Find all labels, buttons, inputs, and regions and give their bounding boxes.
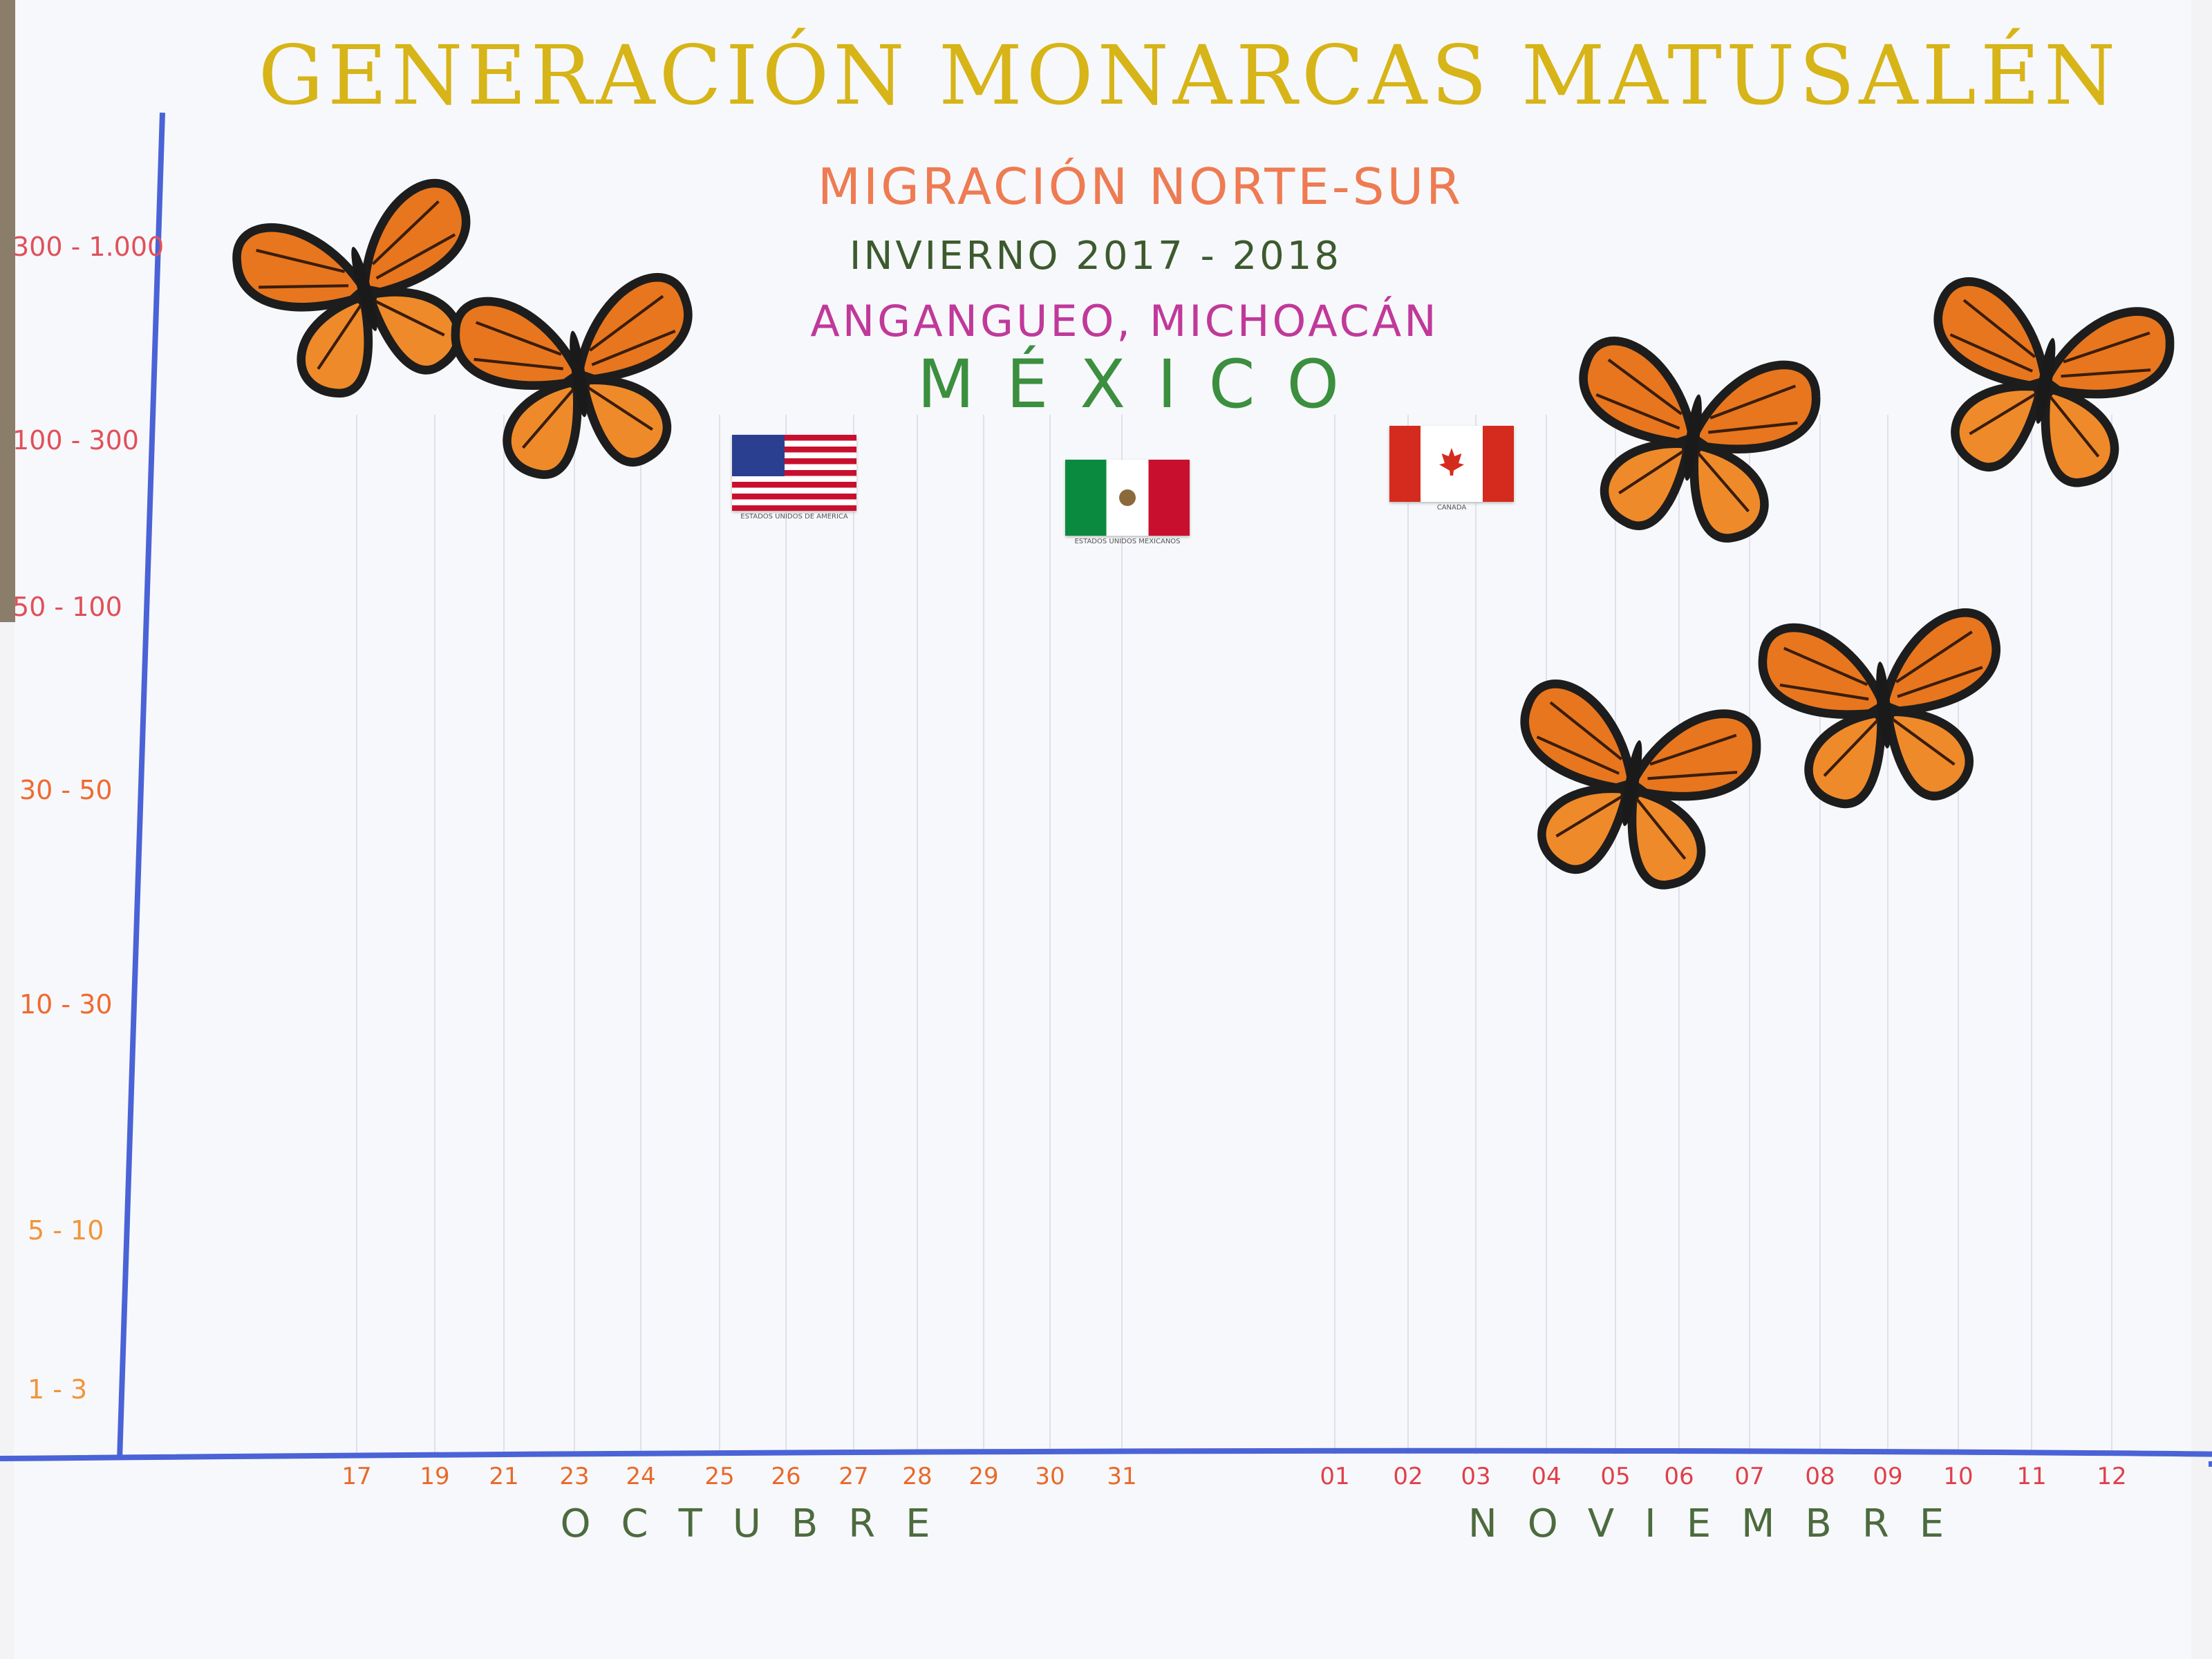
x-tick-label: 28 xyxy=(902,1463,932,1490)
background-edge xyxy=(0,0,15,622)
x-tick-label: 08 xyxy=(1805,1463,1835,1490)
x-tick-label: 29 xyxy=(968,1463,999,1490)
x-tick-label: 21 xyxy=(489,1463,519,1490)
x-tick-label: 19 xyxy=(420,1463,450,1490)
butterfly-icon xyxy=(1564,337,1821,548)
x-tick-label: 05 xyxy=(1600,1463,1631,1490)
butterfly-icon xyxy=(229,176,503,411)
butterfly-icon xyxy=(451,274,708,485)
x-tick-label: 26 xyxy=(771,1463,801,1490)
x-tick-label: 30 xyxy=(1035,1463,1065,1490)
x-tick-label: 02 xyxy=(1393,1463,1423,1490)
x-tick-label: 10 xyxy=(1943,1463,1974,1490)
y-tick-label: 50 - 100 xyxy=(12,592,122,622)
y-tick-label: 30 - 50 xyxy=(19,775,113,805)
x-tick-label: 31 xyxy=(1107,1463,1137,1490)
butterfly-icon xyxy=(1760,610,2009,810)
x-tick-label: 23 xyxy=(559,1463,590,1490)
x-tick-label: 09 xyxy=(1873,1463,1903,1490)
x-tick-label: 07 xyxy=(1734,1463,1765,1490)
x-tick-label: 25 xyxy=(704,1463,735,1490)
y-axis-line xyxy=(117,112,165,1461)
x-axis-line xyxy=(0,1447,2212,1467)
month-label-octubre: OCTUBRE xyxy=(560,1501,961,1546)
x-tick-label: 17 xyxy=(341,1463,372,1490)
mexico-flag-icon xyxy=(1065,460,1190,536)
country-label: MÉXICO xyxy=(917,346,1371,423)
us-flag-icon xyxy=(732,435,856,511)
canada-flag-icon xyxy=(1389,426,1514,502)
x-tick-label: 27 xyxy=(838,1463,869,1490)
x-tick-label: 11 xyxy=(2016,1463,2047,1490)
y-tick-label: 1 - 3 xyxy=(28,1374,88,1405)
x-tick-label: 24 xyxy=(626,1463,656,1490)
flag-caption: ESTADOS UNIDOS MEXICANOS xyxy=(1074,538,1181,545)
x-tick-label: 12 xyxy=(2097,1463,2127,1490)
x-tick-label: 04 xyxy=(1531,1463,1562,1490)
poster-title: GENERACIÓN MONARCAS MATUSALÉN xyxy=(258,28,2120,123)
flag-caption: CANADA xyxy=(1436,504,1467,512)
butterfly-icon xyxy=(1913,276,2175,495)
butterfly-icon xyxy=(1500,679,1762,897)
season-label: INVIERNO 2017 - 2018 xyxy=(849,234,1342,279)
y-tick-label: 5 - 10 xyxy=(28,1215,104,1246)
poster-subtitle: MIGRACIÓN NORTE-SUR xyxy=(817,158,1464,216)
y-tick-label: 300 - 1.000 xyxy=(12,232,165,262)
place-label: ANGANGUEO, MICHOACÁN xyxy=(810,296,1439,346)
month-label-noviembre: NOVIEMBRE xyxy=(1468,1501,1975,1546)
y-tick-label: 10 - 30 xyxy=(19,989,113,1020)
x-tick-label: 06 xyxy=(1664,1463,1694,1490)
x-tick-label: 03 xyxy=(1461,1463,1491,1490)
y-tick-label: 100 - 300 xyxy=(12,425,139,456)
flag-caption: ESTADOS UNIDOS DE AMERICA xyxy=(740,513,848,521)
x-tick-label: 01 xyxy=(1320,1463,1350,1490)
